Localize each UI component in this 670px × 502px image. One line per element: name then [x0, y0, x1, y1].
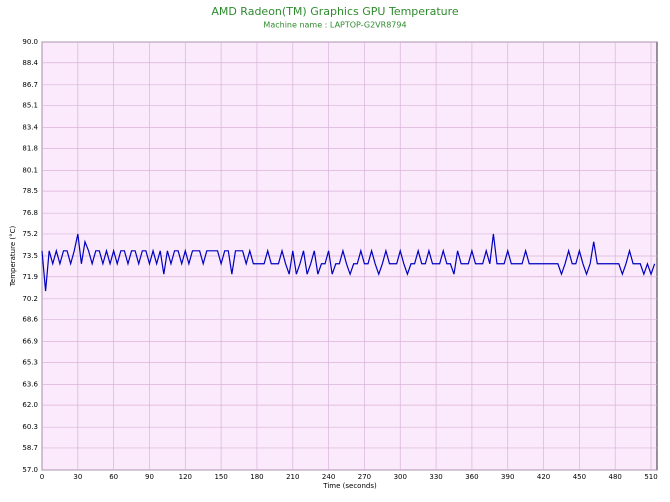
x-tick-label: 90 — [145, 473, 154, 481]
x-tick-label: 120 — [179, 473, 192, 481]
y-tick-label: 80.1 — [22, 166, 38, 174]
y-tick-label: 62.0 — [22, 401, 38, 409]
y-tick-label: 65.3 — [22, 358, 38, 366]
y-tick-label: 81.8 — [22, 144, 38, 152]
x-tick-label: 300 — [394, 473, 407, 481]
x-tick-label: 30 — [73, 473, 82, 481]
x-axis-label: Time (seconds) — [322, 482, 377, 490]
y-tick-label: 78.5 — [22, 187, 38, 195]
y-tick-label: 60.3 — [22, 423, 38, 431]
x-tick-label: 60 — [109, 473, 118, 481]
x-tick-label: 420 — [537, 473, 550, 481]
x-tick-label: 360 — [465, 473, 478, 481]
chart-title: AMD Radeon(TM) Graphics GPU Temperature — [211, 5, 459, 18]
y-tick-label: 68.6 — [22, 316, 38, 324]
x-tick-label: 390 — [501, 473, 514, 481]
y-tick-label: 85.1 — [22, 102, 38, 110]
y-tick-label: 88.4 — [22, 59, 38, 67]
y-tick-label: 66.9 — [22, 338, 38, 346]
y-tick-label: 71.9 — [22, 273, 38, 281]
y-tick-label: 58.7 — [22, 444, 38, 452]
y-tick-label: 90.0 — [22, 38, 38, 46]
y-tick-label: 63.6 — [22, 380, 38, 388]
x-tick-label: 240 — [322, 473, 335, 481]
y-tick-label: 76.8 — [22, 209, 38, 217]
x-tick-label: 180 — [250, 473, 263, 481]
x-tick-label: 330 — [429, 473, 442, 481]
y-tick-label: 83.4 — [22, 124, 38, 132]
x-tick-label: 480 — [609, 473, 622, 481]
x-tick-label: 510 — [644, 473, 657, 481]
data-line — [41, 233, 656, 292]
chart-subtitle: Machine name : LAPTOP-G2VR8794 — [263, 21, 406, 30]
x-tick-label: 270 — [358, 473, 371, 481]
x-tick-label: 210 — [286, 473, 299, 481]
y-tick-label: 70.2 — [22, 295, 38, 303]
x-tick-label: 450 — [573, 473, 586, 481]
y-tick-label: 75.2 — [22, 230, 38, 238]
y-tick-label: 57.0 — [22, 466, 38, 474]
y-tick-label: 86.7 — [22, 81, 38, 89]
x-tick-label: 150 — [214, 473, 227, 481]
y-tick-label: 73.5 — [22, 252, 38, 260]
x-tick-label: 0 — [40, 473, 44, 481]
y-axis-label: Temperature (°C) — [9, 226, 17, 288]
